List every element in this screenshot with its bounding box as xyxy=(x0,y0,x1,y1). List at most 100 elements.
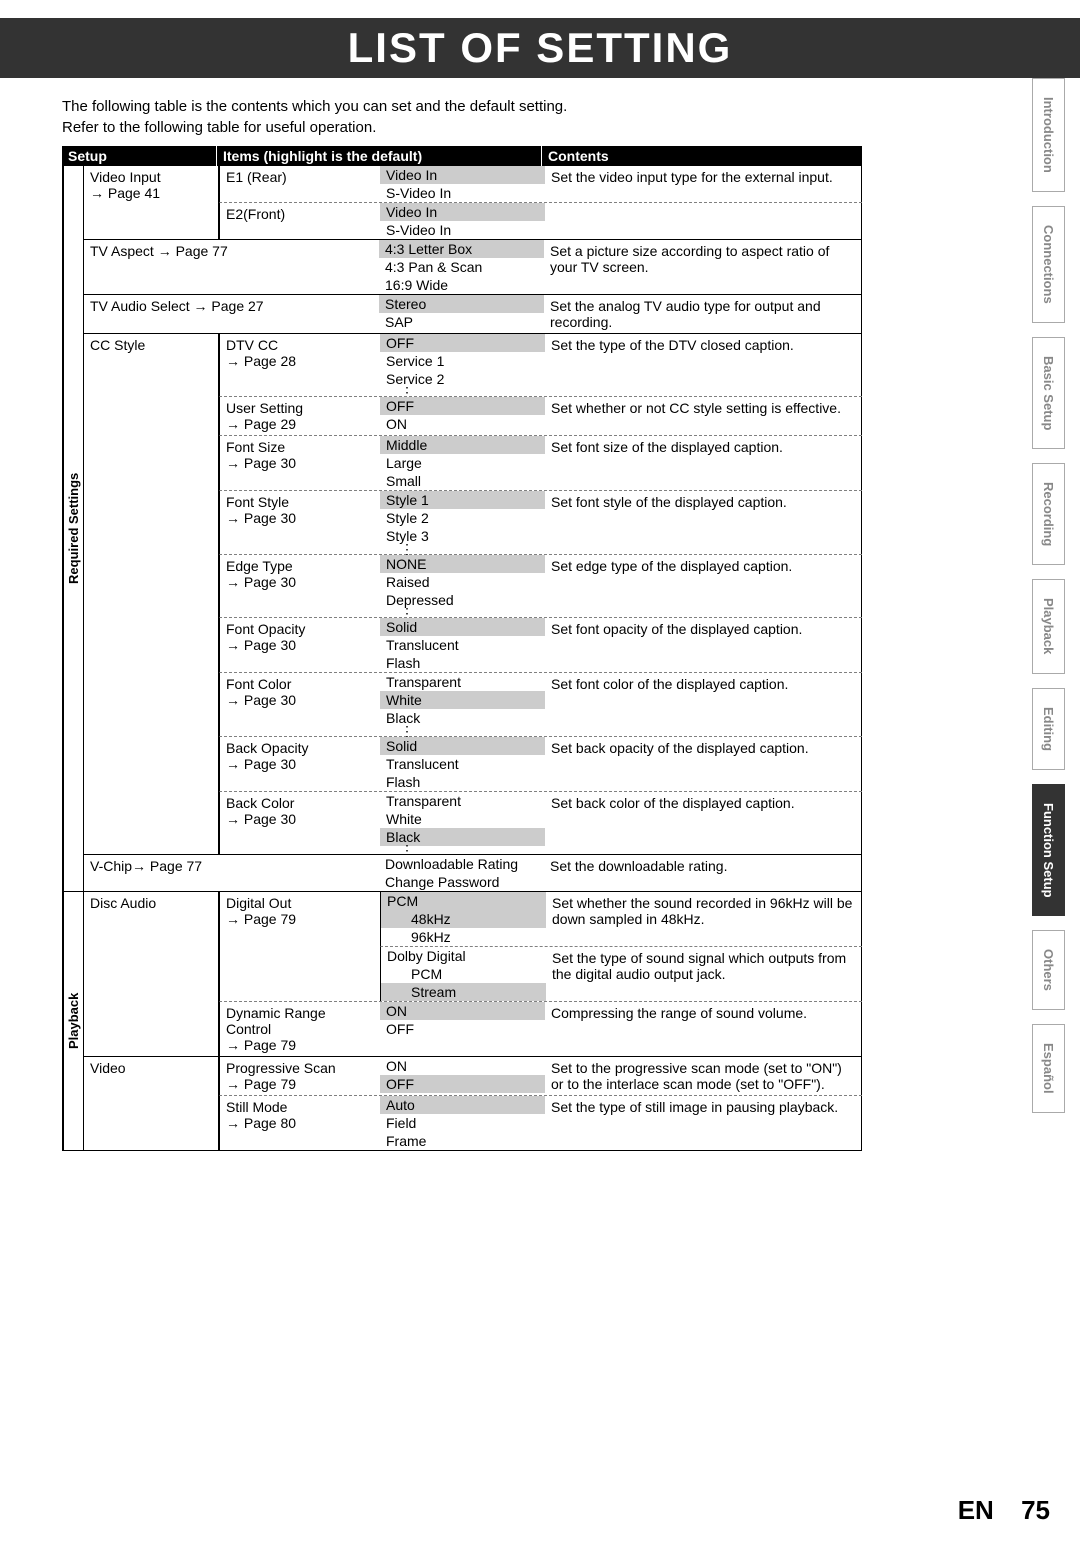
options-tv-audio: Stereo SAP xyxy=(379,295,544,333)
arrow-icon: → xyxy=(226,510,240,526)
vdots-icon: ⋮ xyxy=(380,388,545,396)
page-footer: EN 75 xyxy=(958,1495,1050,1526)
arrow-icon: → xyxy=(226,416,240,432)
options-dolby: Dolby Digital PCM Stream xyxy=(381,947,546,1001)
vdots-icon: ⋮ xyxy=(380,846,545,854)
tab-others[interactable]: Others xyxy=(1032,930,1065,1010)
page-ref: Page 30 xyxy=(244,510,296,526)
opt-video-in-2: Video In xyxy=(380,203,545,221)
page-ref: Page 30 xyxy=(244,455,296,471)
page-ref: Page 77 xyxy=(150,858,202,874)
label-bo: Back Opacity xyxy=(226,740,308,756)
subrow-font-color: Font Color → Page 30 Transparent White B… xyxy=(219,673,862,736)
arrow-icon: → xyxy=(194,298,208,314)
label-tv-aspect: TV Aspect xyxy=(90,243,154,259)
tab-introduction[interactable]: Introduction xyxy=(1032,78,1065,192)
opt: Transparent xyxy=(380,792,545,810)
page-ref: Page 30 xyxy=(244,574,296,590)
header-bar: LIST OF SETTING xyxy=(0,18,1080,78)
options-font-style: Style 1 Style 2 Style 3 ⋮ xyxy=(380,491,545,553)
subrow-pcm: PCM 48kHz 96kHz Set whether the sound re… xyxy=(380,892,862,947)
item-user-setting: User Setting → Page 29 xyxy=(220,397,380,435)
opt-video-in-1: Video In xyxy=(380,166,545,184)
page-ref: Page 80 xyxy=(244,1115,296,1131)
page-ref: Page 41 xyxy=(108,185,160,201)
tab-function-setup[interactable]: Function Setup xyxy=(1032,784,1065,917)
tab-playback[interactable]: Playback xyxy=(1032,579,1065,673)
label-video-input: Video Input xyxy=(90,169,161,185)
subrow-still-mode: Still Mode → Page 80 Auto Field Frame Se… xyxy=(219,1096,862,1150)
opt: Large xyxy=(380,454,545,472)
setup-video: Video xyxy=(84,1057,219,1150)
item-dtv-cc: DTV CC → Page 28 xyxy=(220,334,380,396)
tab-connections[interactable]: Connections xyxy=(1032,206,1065,323)
item-digital-out: Digital Out → Page 79 xyxy=(220,892,380,1001)
opt: Downloadable Rating xyxy=(379,855,544,873)
header-items: Items (highlight is the default) xyxy=(217,146,542,166)
opt: ON xyxy=(380,1057,545,1075)
row-video: Video Progressive Scan → Page 79 ON OFF … xyxy=(83,1057,862,1150)
contents-vchip: Set the downloadable rating. xyxy=(544,855,862,891)
arrow-icon: → xyxy=(226,692,240,708)
row-video-input: Video Input → Page 41 E1 (Rear) Video In… xyxy=(83,166,862,240)
options-e1: Video In S-Video In xyxy=(380,166,545,202)
opt-sap: SAP xyxy=(379,313,544,331)
setup-disc-audio: Disc Audio xyxy=(84,892,219,1056)
setup-v-chip: V-Chip→ Page 77 xyxy=(84,855,379,891)
row-v-chip: V-Chip→ Page 77 Downloadable Rating Chan… xyxy=(83,855,862,891)
options-pcm: PCM 48kHz 96kHz xyxy=(381,892,546,946)
table-header-row: Setup Items (highlight is the default) C… xyxy=(62,146,862,166)
contents-us: Set whether or not CC style setting is e… xyxy=(545,397,862,435)
subrow-back-color: Back Color → Page 30 Transparent White B… xyxy=(219,792,862,854)
page-ref: Page 27 xyxy=(211,298,263,314)
contents-tv-aspect: Set a picture size according to aspect r… xyxy=(544,240,862,294)
arrow-icon: → xyxy=(226,1076,240,1092)
header-contents: Contents xyxy=(542,146,862,166)
page-ref: Page 28 xyxy=(244,353,296,369)
opt: Solid xyxy=(380,618,545,636)
item-e2: E2(Front) xyxy=(220,203,380,239)
opt: OFF xyxy=(380,397,545,415)
arrow-icon: → xyxy=(226,574,240,590)
contents-bc: Set back color of the displayed caption. xyxy=(545,792,862,854)
opt: Change Password xyxy=(379,873,544,891)
intro-text: The following table is the contents whic… xyxy=(62,96,1080,138)
opt: Small xyxy=(380,472,545,490)
opt: Flash xyxy=(380,654,545,672)
arrow-icon: → xyxy=(226,455,240,471)
label-sm: Still Mode xyxy=(226,1099,287,1115)
options-v-chip: Downloadable Rating Change Password xyxy=(379,855,544,891)
arrow-icon: → xyxy=(158,243,172,259)
tab-espanol[interactable]: Español xyxy=(1032,1024,1065,1113)
label-fo: Font Opacity xyxy=(226,621,305,637)
opt: Translucent xyxy=(380,636,545,654)
tab-basic-setup[interactable]: Basic Setup xyxy=(1032,337,1065,449)
contents-tv-audio: Set the analog TV audio type for output … xyxy=(544,295,862,333)
contents-ps: Set to the progressive scan mode (set to… xyxy=(545,1057,862,1095)
tab-editing[interactable]: Editing xyxy=(1032,688,1065,770)
item-back-color: Back Color → Page 30 xyxy=(220,792,380,854)
opt: Solid xyxy=(380,737,545,755)
item-still-mode: Still Mode → Page 80 xyxy=(220,1096,380,1150)
tab-recording[interactable]: Recording xyxy=(1032,463,1065,565)
item-drc: Dynamic Range Control → Page 79 xyxy=(220,1002,380,1056)
vdots-icon: ⋮ xyxy=(380,727,545,735)
subrow-font-size: Font Size → Page 30 Middle Large Small S… xyxy=(219,436,862,491)
page-ref: Page 79 xyxy=(244,1037,296,1053)
row-cc-style: CC Style DTV CC → Page 28 OFF Service 1 … xyxy=(83,334,862,855)
label-us: User Setting xyxy=(226,400,303,416)
options-back-color: Transparent White Black ⋮ xyxy=(380,792,545,854)
subrow-e1: E1 (Rear) Video In S-Video In Set the vi… xyxy=(219,166,862,203)
page-title: LIST OF SETTING xyxy=(348,24,733,72)
opt: Translucent xyxy=(380,755,545,773)
subrow-back-opacity: Back Opacity → Page 30 Solid Translucent… xyxy=(219,737,862,792)
setup-video-input: Video Input → Page 41 xyxy=(84,166,219,239)
page-ref: Page 29 xyxy=(244,416,296,432)
row-tv-aspect: TV Aspect → Page 77 4:3 Letter Box 4:3 P… xyxy=(83,240,862,295)
opt: Flash xyxy=(380,773,545,791)
options-edge-type: NONE Raised Depressed ⋮ xyxy=(380,555,545,617)
arrow-icon: → xyxy=(226,353,240,369)
subrow-font-opacity: Font Opacity → Page 30 Solid Translucent… xyxy=(219,618,862,673)
item-edge-type: Edge Type → Page 30 xyxy=(220,555,380,617)
opt: OFF xyxy=(380,334,545,352)
